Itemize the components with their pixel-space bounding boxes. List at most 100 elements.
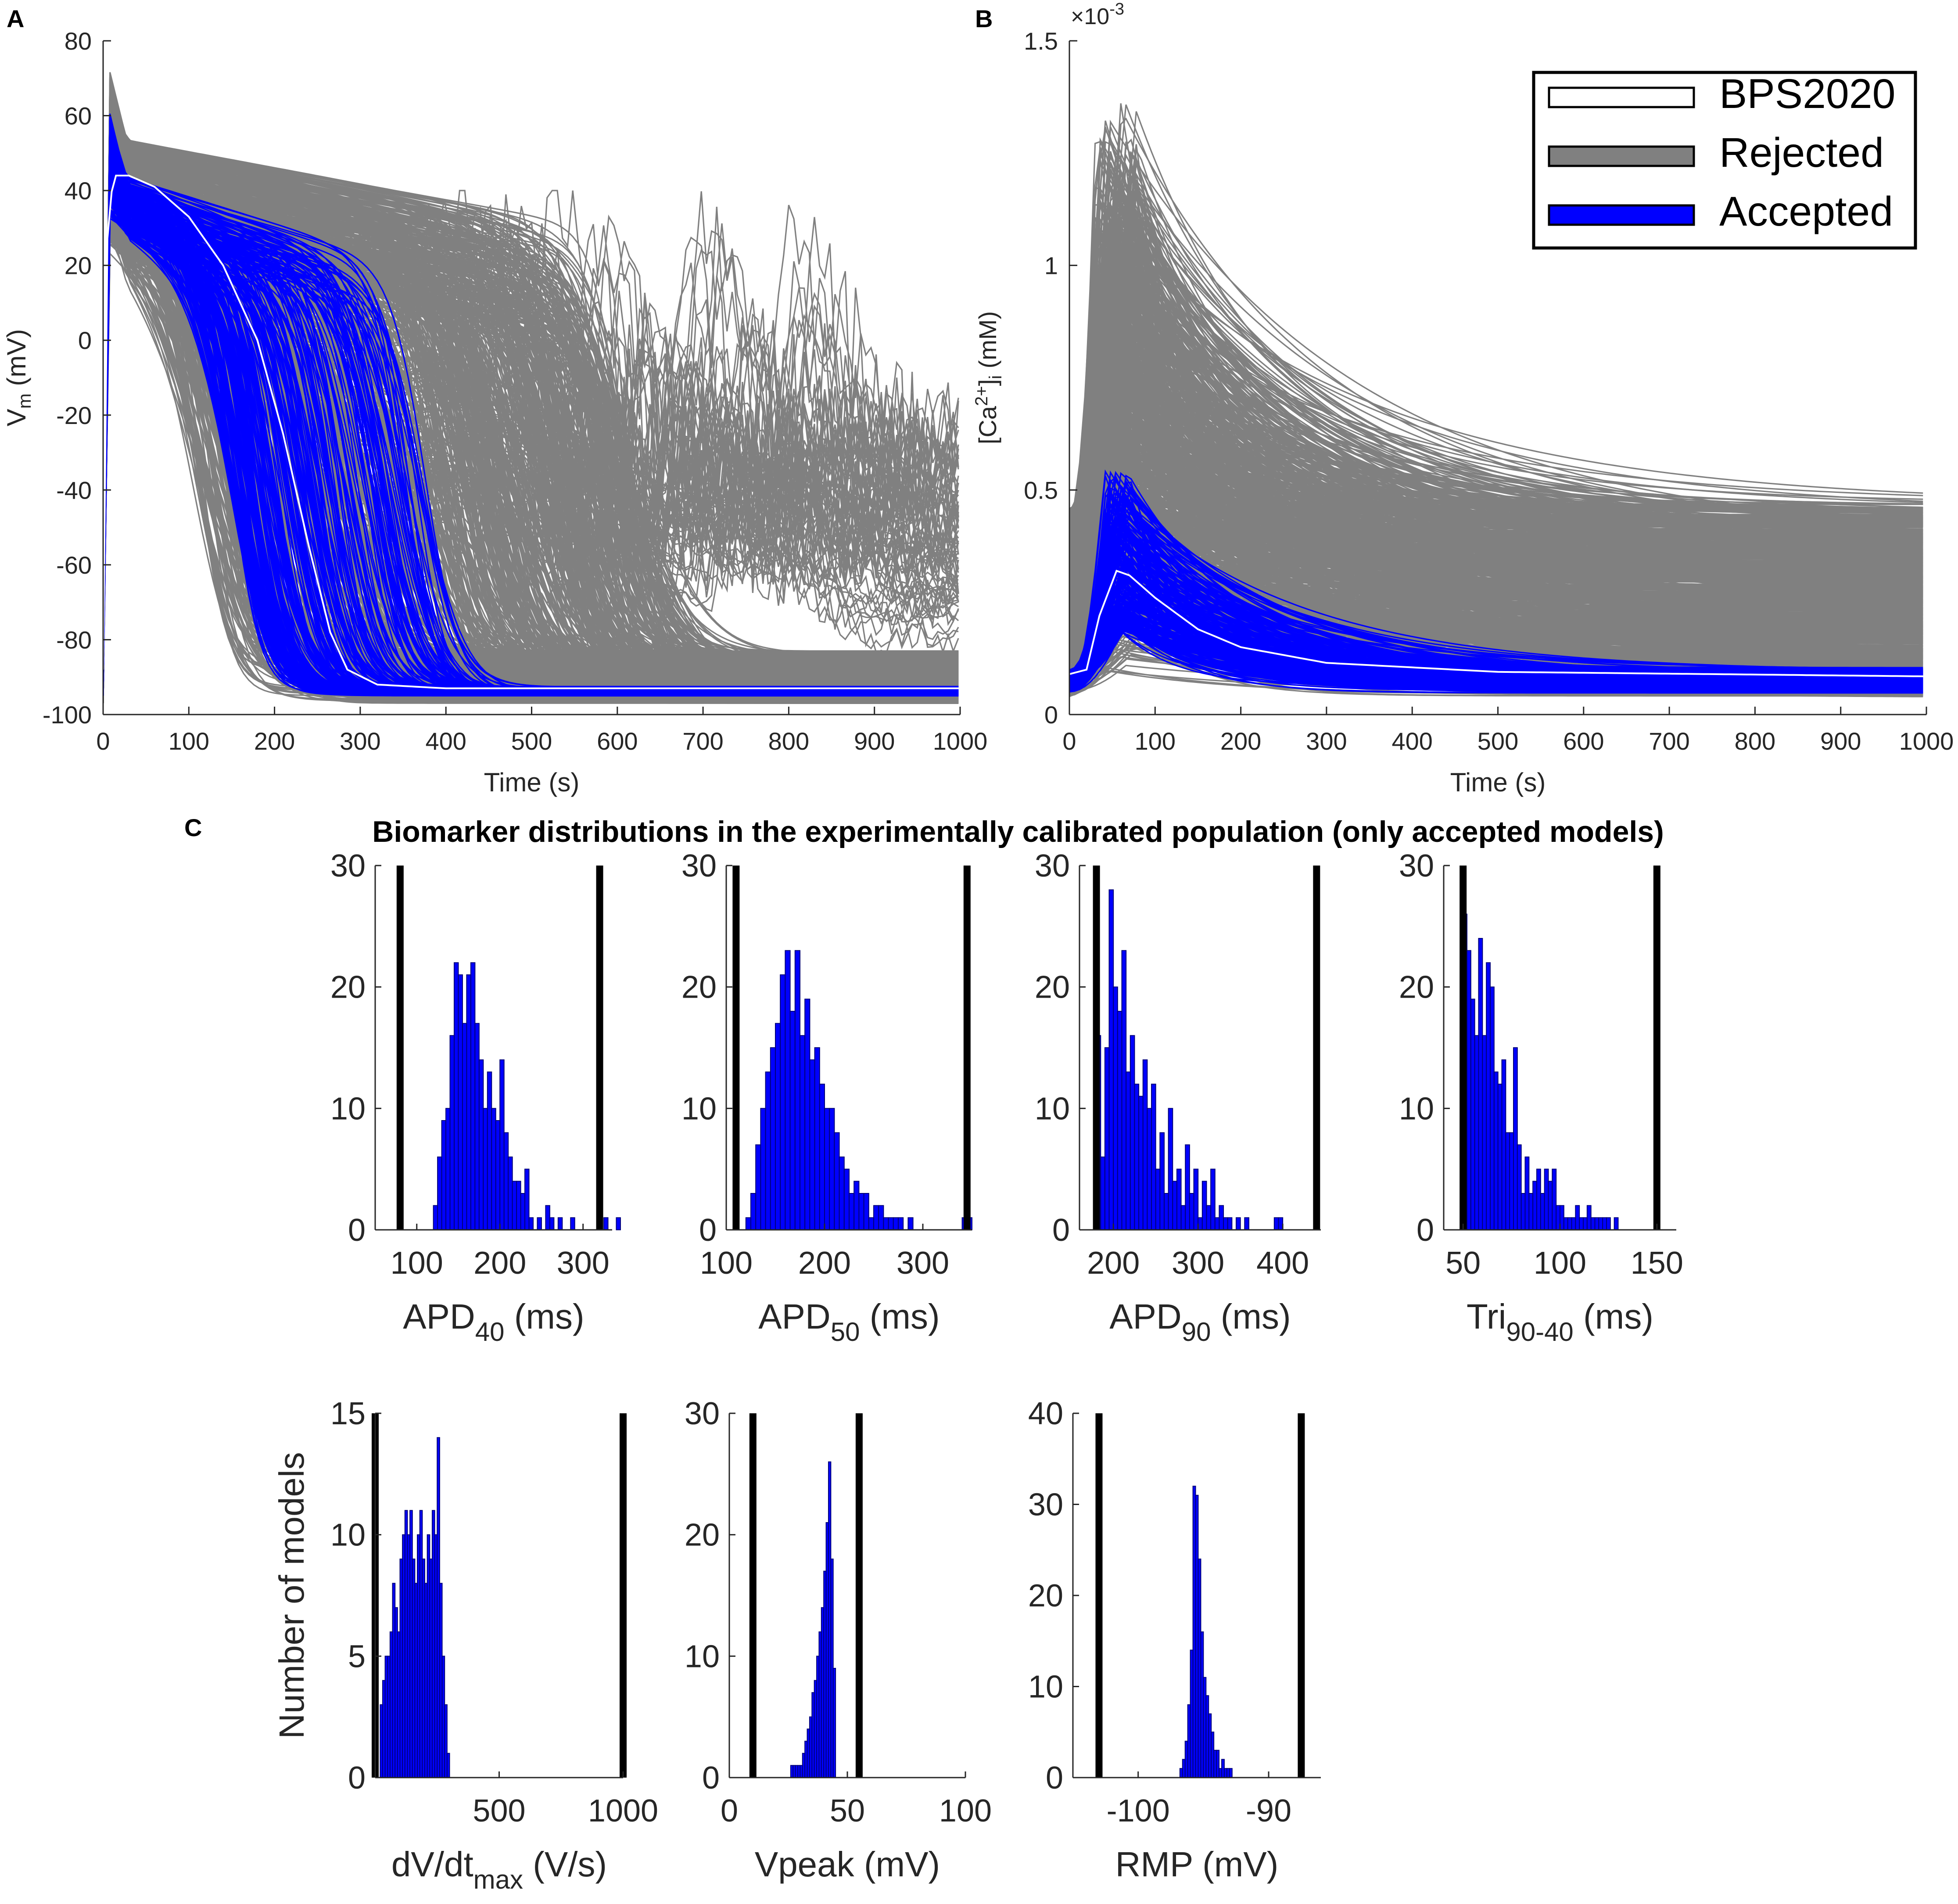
x-tick-label: 800 xyxy=(1735,727,1775,755)
histogram-bar xyxy=(780,975,785,1230)
x-tick-label: 1000 xyxy=(933,727,988,755)
y-tick-label: 10 xyxy=(1399,1091,1434,1126)
histogram-bar xyxy=(466,975,470,1230)
histogram-bar xyxy=(1236,1218,1241,1230)
histogram-bar xyxy=(438,1157,441,1230)
traces-A xyxy=(103,72,960,704)
x-tick-label: 0 xyxy=(721,1793,738,1829)
histogram-bar xyxy=(1599,1218,1603,1230)
histogram-bar xyxy=(829,1108,834,1230)
histogram-bar xyxy=(889,1218,893,1230)
y-tick-label: 10 xyxy=(1028,1670,1063,1705)
y-tick-label: 30 xyxy=(681,848,717,884)
histogram-bar xyxy=(1537,1169,1541,1230)
x-tick-label: 0 xyxy=(1062,727,1076,755)
histogram-bar xyxy=(775,1024,780,1230)
x-tick-label: 400 xyxy=(425,727,466,755)
x-tick-label: 200 xyxy=(1220,727,1261,755)
x-tick-label: 100 xyxy=(939,1793,992,1829)
histogram-bar xyxy=(1614,1218,1618,1230)
y-tick-label: 20 xyxy=(65,252,92,280)
histogram-bar xyxy=(454,963,458,1230)
y-tick-label: 0 xyxy=(1046,1760,1063,1796)
x-tick-label: 300 xyxy=(340,727,380,755)
histogram-bar xyxy=(1603,1218,1607,1230)
histogram-bar xyxy=(854,1181,859,1230)
x-tick-label: 50 xyxy=(1445,1246,1481,1281)
x-tick-label: 1000 xyxy=(588,1793,658,1829)
x-tick-label: 700 xyxy=(1649,727,1689,755)
histogram-bar xyxy=(1533,1181,1537,1230)
x-tick-label: 0 xyxy=(96,727,110,755)
y-tick-label: 15 xyxy=(330,1396,366,1431)
histogram-bar xyxy=(859,1193,864,1230)
histogram-bar xyxy=(849,1193,854,1230)
histogram-bar xyxy=(1521,1193,1525,1230)
x-tick-label: 500 xyxy=(1477,727,1518,755)
histogram-bar xyxy=(1494,1072,1498,1230)
histogram-bar xyxy=(879,1206,883,1230)
histogram-bar xyxy=(1587,1206,1591,1230)
histogram-bar xyxy=(488,1072,491,1230)
histogram-bar xyxy=(1568,1218,1572,1230)
histogram-bar xyxy=(1194,1169,1198,1230)
histogram-bar xyxy=(504,1133,508,1230)
histogram-bar xyxy=(908,1218,913,1230)
x-tick-label: 900 xyxy=(854,727,895,755)
histogram-bar xyxy=(529,1218,533,1230)
histogram-bar xyxy=(475,1024,479,1230)
histogram-bar xyxy=(893,1218,898,1230)
histogram-bar xyxy=(800,1035,805,1230)
y-tick-label: 20 xyxy=(1035,970,1070,1005)
histogram-bar xyxy=(825,1108,829,1230)
legend-label-rejected: Rejected xyxy=(1719,129,1884,176)
histogram-bar xyxy=(1228,1218,1232,1230)
y-tick-label: 10 xyxy=(330,1518,366,1553)
x-tick-label: -100 xyxy=(1107,1793,1170,1829)
y-tick-label: 40 xyxy=(1028,1396,1063,1431)
x-tick-label: 50 xyxy=(830,1793,865,1829)
histogram-bar xyxy=(833,1668,836,1778)
x-tick-label: -90 xyxy=(1246,1793,1291,1829)
histogram-bar xyxy=(1101,1157,1105,1230)
histogram-bar xyxy=(839,1157,844,1230)
y-tick-label: 10 xyxy=(330,1091,366,1126)
histogram-bar xyxy=(496,1121,500,1230)
x-tick-label: 500 xyxy=(473,1793,525,1829)
y-tick-label: -20 xyxy=(56,402,92,429)
histogram-bar xyxy=(1529,1193,1533,1230)
y-tick-label: 30 xyxy=(685,1396,720,1431)
histogram-bar xyxy=(1274,1218,1279,1230)
y-tick-label: 20 xyxy=(1399,970,1434,1005)
y-axis-title: Number of models xyxy=(272,1452,311,1739)
x-tick-label: 100 xyxy=(169,727,209,755)
histogram-bar xyxy=(1109,890,1114,1230)
x-tick-label: 200 xyxy=(473,1246,526,1281)
histogram-bar xyxy=(815,1048,820,1230)
histogram-bar xyxy=(1244,1218,1249,1230)
y-tick-label: 0 xyxy=(348,1213,366,1248)
histogram-bar xyxy=(1211,1169,1215,1230)
histogram-bar xyxy=(834,1133,839,1230)
x-axis-title: APD40 (ms) xyxy=(403,1297,584,1347)
x-axis-title: RMP (mV) xyxy=(1115,1845,1279,1884)
histogram-bar xyxy=(521,1193,525,1230)
x-tick-label: 700 xyxy=(682,727,723,755)
histogram-bar xyxy=(463,1024,466,1230)
histogram-bar xyxy=(434,1206,438,1230)
histogram-bar xyxy=(1541,1193,1545,1230)
histogram-bar xyxy=(1181,1206,1186,1230)
histogram-bar xyxy=(450,1035,454,1230)
y-tick-label: 0 xyxy=(1052,1213,1070,1248)
legend-swatch-accepted xyxy=(1549,205,1694,225)
histogram-bar xyxy=(513,1181,516,1230)
histogram-bar xyxy=(1506,1133,1510,1230)
y-tick-label: 80 xyxy=(65,27,92,55)
histogram-bar xyxy=(471,963,475,1230)
histogram-bar xyxy=(1177,1169,1181,1230)
histogram-bar xyxy=(1552,1169,1556,1230)
panel-label-c: C xyxy=(184,814,202,841)
histogram-bar xyxy=(1490,987,1494,1230)
x-tick-label: 100 xyxy=(1534,1246,1586,1281)
histogram-bar xyxy=(1173,1181,1177,1230)
